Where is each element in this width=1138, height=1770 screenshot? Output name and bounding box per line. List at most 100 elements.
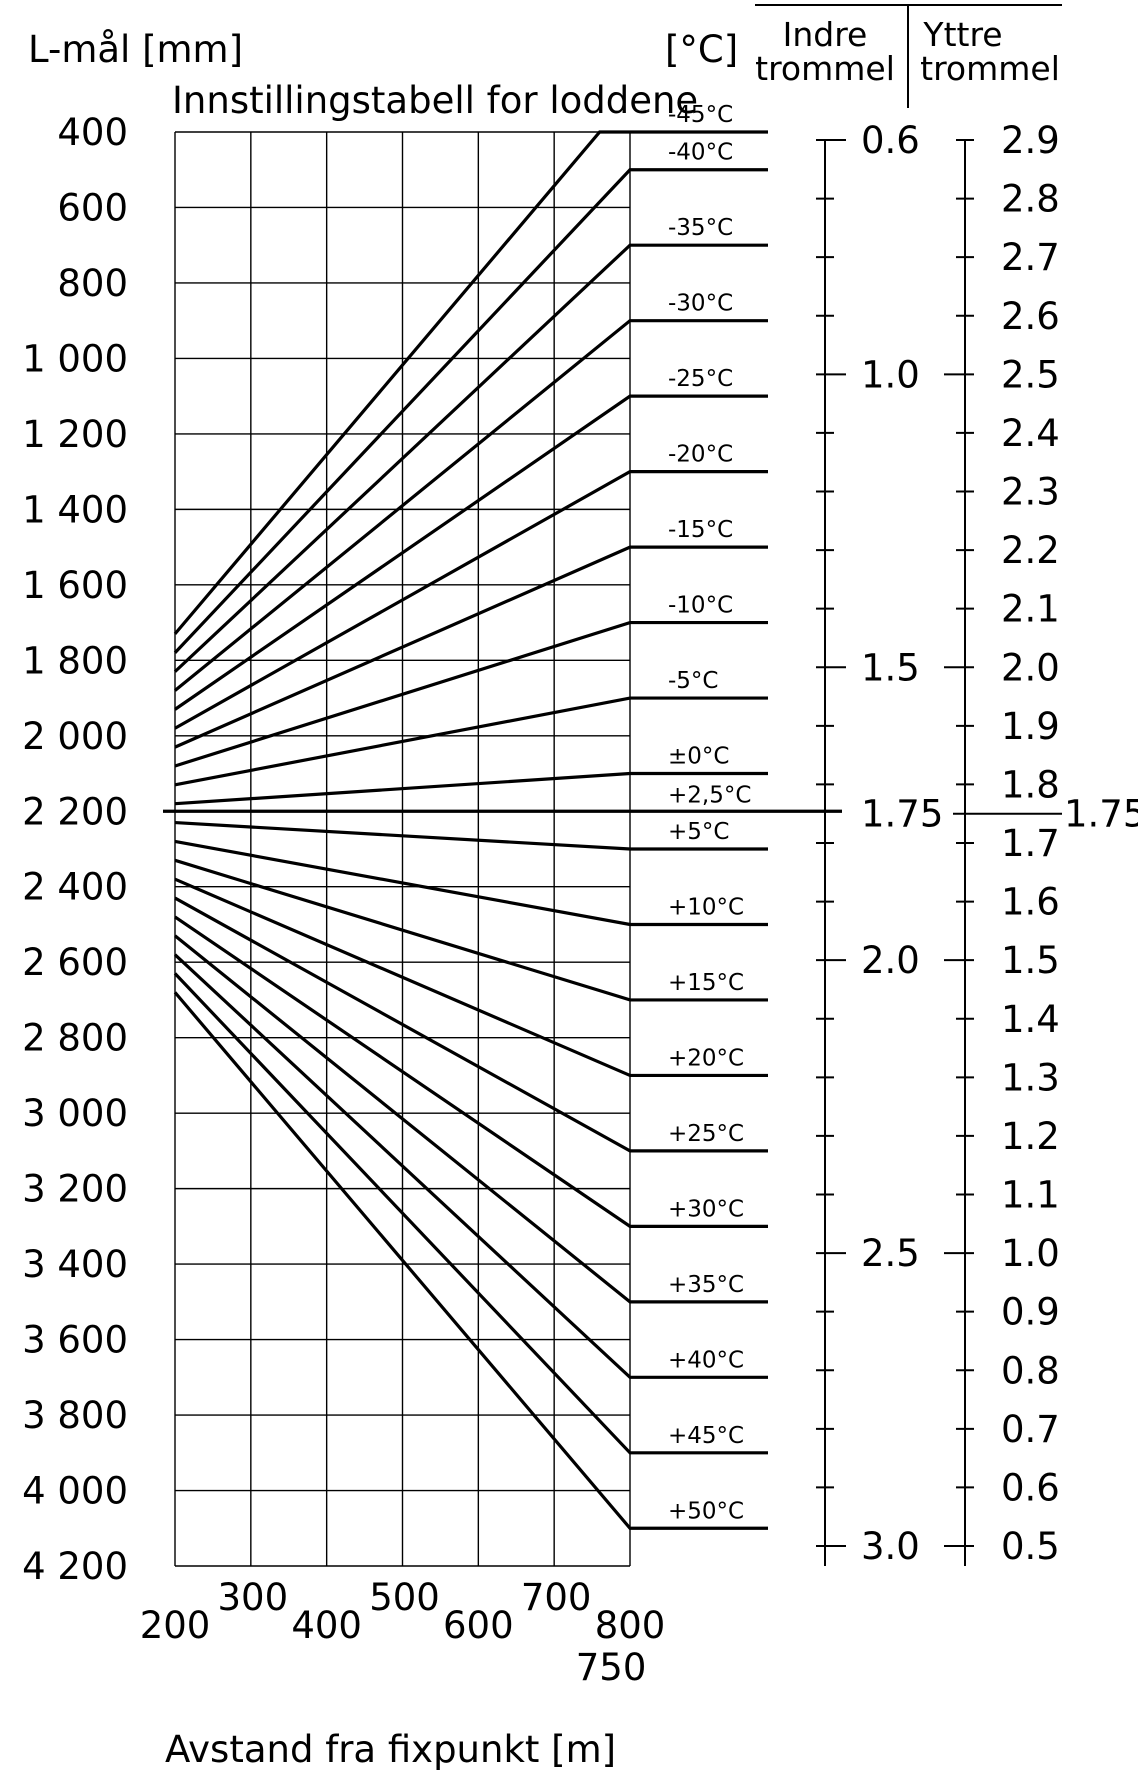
temperature-label: -10°C [668, 593, 733, 619]
y-tick-label: 4 000 [22, 1470, 128, 1513]
temperature-line [173, 319, 768, 692]
inner-drum-label: 3.0 [861, 1525, 920, 1568]
temperature-line [173, 953, 768, 1379]
x-tick-label: 800 [595, 1604, 666, 1647]
outer-drum-label: 1.3 [1001, 1056, 1060, 1099]
outer-drum-header-2: trommel [920, 49, 1060, 88]
temperature-line [174, 470, 768, 730]
y-tick-label: 1 400 [22, 488, 128, 531]
y-tick-label: 2 800 [22, 1017, 128, 1060]
y-tick-label: 600 [57, 186, 128, 229]
temperature-label: ±0°C [668, 744, 729, 770]
y-tick-label: 3 000 [22, 1092, 128, 1135]
x-tick-label: 600 [443, 1604, 514, 1647]
y-tick-label: 1 200 [22, 413, 128, 456]
temperature-line [173, 243, 768, 673]
temperature-label: +50°C [668, 1498, 744, 1524]
y-tick-label: 2 000 [22, 715, 128, 758]
x-tick-label: 400 [291, 1604, 362, 1647]
outer-drum-label: 1.0 [1001, 1232, 1060, 1275]
outer-drum-label: 2.9 [1001, 119, 1060, 162]
temperature-label: -15°C [668, 517, 733, 543]
temperature-lines: -45°C -40°C -35°C -30°C -25°C -20°C -15°C -10°C… [163, 102, 842, 1530]
y-tick-label: 2 600 [22, 941, 128, 984]
x-tick-label: 700 [521, 1576, 592, 1619]
temperature-line [173, 972, 768, 1455]
temperature-line [174, 771, 768, 806]
temperature-line [173, 168, 768, 654]
temperature-label: -45°C [668, 102, 733, 128]
inner-drum-label: 2.5 [861, 1232, 920, 1275]
outer-drum-label: 2.1 [1001, 588, 1060, 631]
outer-drum-label: 0.9 [1001, 1291, 1060, 1334]
outer-drum-label: 2.3 [1001, 471, 1060, 514]
temperature-line [174, 896, 768, 1153]
y-tick-label: 2 400 [22, 866, 128, 909]
outer-drum-label: 1.7 [1001, 822, 1060, 865]
temperature-line [173, 991, 768, 1530]
outer-drum-label: 0.6 [1001, 1466, 1060, 1509]
outer-drum-label: 1.8 [1001, 763, 1060, 806]
temperature-line [174, 877, 768, 1078]
temperature-line [174, 839, 768, 927]
temperature-label: +20°C [668, 1045, 744, 1071]
temperature-unit-label: [°C] [665, 28, 738, 71]
outer-drum-label: 2.4 [1001, 412, 1060, 455]
temperature-line [174, 545, 768, 749]
temperature-label: -30°C [668, 291, 733, 317]
temperature-line [174, 620, 768, 768]
temperature-line [174, 820, 768, 851]
temperature-line [174, 394, 768, 711]
temperature-label: -35°C [668, 215, 733, 241]
y-tick-label: 1 800 [22, 639, 128, 682]
inner-drum-label: 0.6 [861, 119, 920, 162]
inner-drum-label: 1.75 [861, 793, 943, 836]
temperature-line [174, 696, 768, 787]
temperature-label: -25°C [668, 366, 733, 392]
temperature-line [173, 934, 768, 1304]
x-tick-label: 300 [218, 1576, 289, 1619]
y-tick-label: 4 200 [22, 1545, 128, 1588]
outer-drum-label: 2.2 [1001, 529, 1060, 572]
temperature-label: -20°C [668, 442, 733, 468]
y-tick-label: 800 [57, 262, 128, 305]
y-tick-label: 3 200 [22, 1168, 128, 1211]
temperature-label: +10°C [668, 894, 744, 920]
outer-drum-label: 2.6 [1001, 295, 1060, 338]
y-tick-label: 3 400 [22, 1243, 128, 1286]
y-tick-label: 2 200 [22, 790, 128, 833]
y-tick-label: 1 000 [22, 337, 128, 380]
outer-drum-label: 1.4 [1001, 998, 1060, 1041]
y-tick-label: 400 [57, 111, 128, 154]
axis-tick-labels: 400 600 800 1 000 1 200 1 400 1 600 1 800 2 000 2… [22, 111, 665, 1689]
outer-drum-label: 0.7 [1001, 1408, 1060, 1451]
temperature-line [173, 130, 768, 635]
temperature-label: +15°C [668, 970, 744, 996]
outer-drum-label: 2.5 [1001, 353, 1060, 396]
temperature-label: +30°C [668, 1196, 744, 1222]
outer-drum-label: 1.1 [1001, 1174, 1060, 1217]
outer-drum-label: 2.0 [1001, 646, 1060, 689]
outer-drum-label: 2.8 [1001, 178, 1060, 221]
outer-drum-reference-label: 1.75 [1064, 793, 1138, 836]
y-axis-title: L-mål [mm] [28, 28, 243, 71]
outer-drum-header-1: Yttre [922, 15, 1002, 54]
y-tick-label: 3 800 [22, 1394, 128, 1437]
x-tick-label: 500 [369, 1576, 440, 1619]
x-axis-title: Avstand fra fixpunkt [m] [165, 1728, 616, 1770]
y-tick-label: 1 600 [22, 564, 128, 607]
temperature-label: +25°C [668, 1121, 744, 1147]
temperature-line [174, 915, 768, 1228]
temperature-label: +5°C [668, 819, 729, 845]
outer-drum-label: 0.8 [1001, 1349, 1060, 1392]
inner-drum-header-1: Indre [783, 15, 868, 54]
temperature-label: +2,5°C [668, 782, 751, 808]
outer-drum-label: 2.7 [1001, 236, 1060, 279]
outer-drum-label: 1.6 [1001, 881, 1060, 924]
chart-title: Innstillingstabell for loddene [172, 79, 698, 122]
inner-drum-label: 1.5 [861, 646, 920, 689]
temperature-line [174, 858, 768, 1002]
inner-drum-label: 1.0 [861, 353, 920, 396]
grid [174, 131, 631, 1567]
